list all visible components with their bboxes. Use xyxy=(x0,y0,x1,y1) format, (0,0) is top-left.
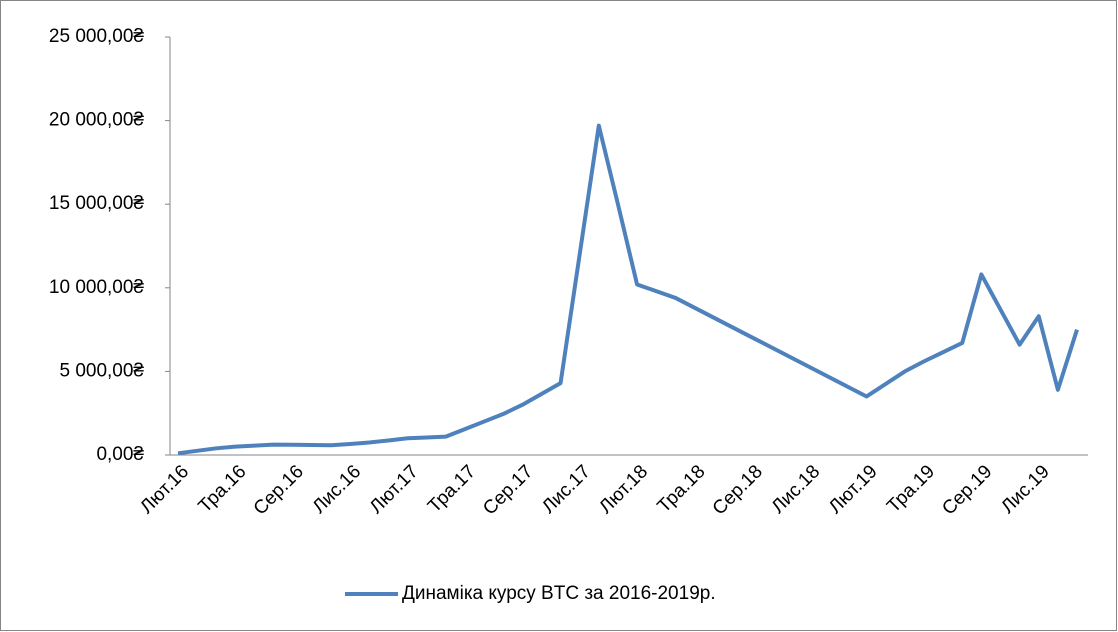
y-tick-label: 25 000,00₴ xyxy=(49,26,145,47)
y-tick-label: 20 000,00₴ xyxy=(49,110,145,131)
y-tick-label: 15 000,00₴ xyxy=(49,193,145,214)
legend-label: Динаміка курсу BTC за 2016-2019р. xyxy=(402,583,716,604)
line-series xyxy=(177,123,1079,456)
y-tick-label: 10 000,00₴ xyxy=(49,277,145,298)
y-tick-label: 5 000,00₴ xyxy=(59,360,144,381)
y-tick-label: 0,00₴ xyxy=(96,444,144,465)
